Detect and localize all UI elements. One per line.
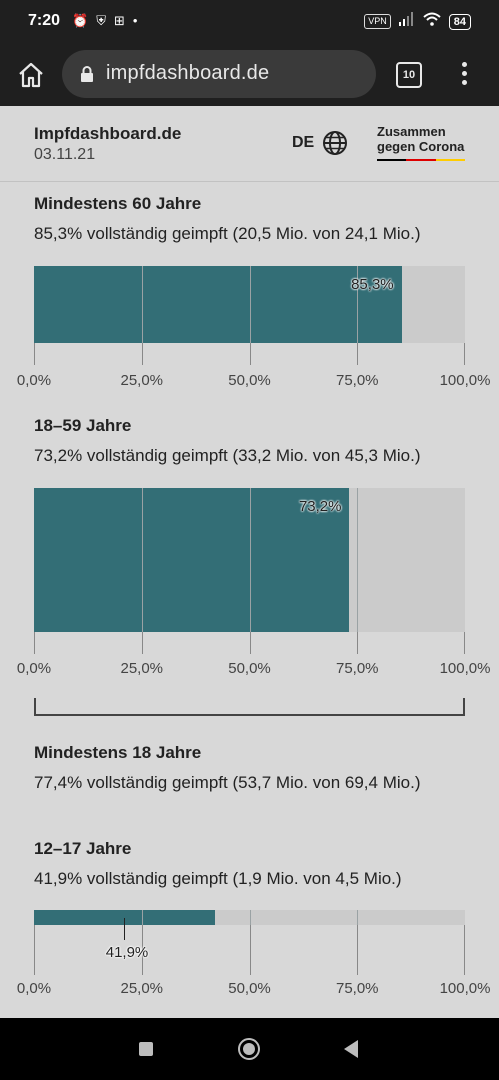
gridline	[357, 488, 359, 632]
section-title-18plus: Mindestens 18 Jahre	[34, 743, 202, 762]
dot-icon: •	[132, 13, 138, 28]
axis-tick	[141, 632, 143, 654]
home-icon	[19, 62, 43, 88]
section-subtitle-18plus: 77,4% vollständig geimpft (53,7 Mio. von…	[34, 773, 421, 792]
bar-track-60plus	[34, 266, 465, 343]
status-notification-icons: ⏰ ⛨ ⊞ •	[72, 12, 137, 30]
gridline	[357, 910, 359, 925]
alarm-icon: ⏰	[72, 13, 89, 28]
home-button[interactable]	[16, 60, 46, 90]
tab-switcher-button[interactable]: 10	[396, 62, 422, 88]
tick-label: 25,0%	[120, 372, 164, 389]
tick-label: 100,0%	[439, 372, 491, 389]
vpn-badge: VPN	[364, 14, 391, 29]
tick-label: 0,0%	[16, 660, 52, 677]
tick-label: 75,0%	[335, 660, 379, 677]
axis-tick	[357, 632, 359, 654]
group-bracket	[34, 698, 465, 716]
axis-tick	[141, 925, 143, 975]
wifi-icon	[423, 12, 441, 31]
axis-tick	[34, 632, 35, 654]
tick-label: 100,0%	[439, 980, 491, 997]
tick-label: 0,0%	[16, 372, 52, 389]
signal-icon	[398, 12, 415, 31]
axis-tick	[357, 925, 359, 975]
gridline	[357, 266, 359, 343]
axis-tick	[464, 925, 465, 975]
site-date: 03.11.21	[34, 146, 96, 163]
home-nav-button[interactable]	[238, 1038, 260, 1060]
bar-chart-18-59: 0,0% 25,0% 50,0% 75,0% 100,0% 73,2%	[17, 488, 490, 684]
data-label-60plus: 85,3%	[351, 276, 394, 293]
windows-icon: ⊞	[113, 13, 125, 28]
gridline	[249, 266, 251, 343]
status-time: 7:20	[28, 12, 61, 29]
gridline	[249, 488, 251, 632]
tick-label: 50,0%	[228, 660, 271, 677]
tick-label: 50,0%	[228, 372, 271, 389]
bar-chart-60plus: 0,0% 25,0% 50,0% 75,0% 100,0% 85,3%	[17, 266, 490, 396]
gridline	[141, 910, 143, 925]
gridline	[141, 488, 143, 632]
bar-18-59	[34, 488, 350, 632]
gridline	[249, 910, 251, 925]
axis-tick	[249, 632, 251, 654]
site-header: Impfdashboard.de 03.11.21 DE Zusammen ge…	[0, 106, 499, 182]
data-label-12-17: 41,9%	[105, 944, 149, 961]
address-bar[interactable]: impfdashboard.de	[62, 50, 376, 98]
recents-button[interactable]	[139, 1042, 153, 1056]
axis-tick	[249, 925, 251, 975]
axis-tick	[249, 343, 251, 365]
system-nav-bar	[0, 1018, 499, 1080]
site-title[interactable]: Impfdashboard.de	[34, 124, 182, 143]
section-subtitle-60plus: 85,3% vollständig geimpft (20,5 Mio. von…	[34, 224, 421, 243]
back-button[interactable]	[344, 1040, 358, 1058]
language-label[interactable]: DE	[292, 134, 315, 151]
status-system-icons: VPN 84	[364, 12, 471, 31]
campaign-logo[interactable]: Zusammen gegen Corona	[377, 124, 465, 161]
battery-indicator: 84	[448, 13, 471, 30]
bar-60plus	[34, 266, 402, 343]
tick-label: 75,0%	[335, 372, 379, 389]
logo-line-2: gegen Corona	[377, 139, 465, 154]
tick-label: 25,0%	[120, 980, 164, 997]
axis-tick	[464, 343, 465, 365]
browser-toolbar: impfdashboard.de 10	[0, 44, 499, 106]
axis-tick	[357, 343, 359, 365]
lock-icon	[81, 66, 93, 82]
overflow-menu-button[interactable]	[454, 60, 474, 90]
axis-tick	[141, 343, 143, 365]
axis-tick	[34, 343, 35, 365]
section-subtitle-12-17: 41,9% vollständig geimpft (1,9 Mio. von …	[34, 869, 402, 888]
bar-chart-12-17: 0,0% 25,0% 50,0% 75,0% 100,0% 41,9%	[17, 910, 490, 1002]
logo-line-1: Zusammen	[377, 124, 446, 139]
tick-label: 100,0%	[439, 660, 491, 677]
status-bar: 7:20 ⏰ ⛨ ⊞ • VPN 84	[0, 0, 499, 44]
tick-label: 75,0%	[335, 980, 379, 997]
url-text: impfdashboard.de	[106, 62, 270, 84]
bar-12-17	[34, 910, 215, 925]
section-title-60plus: Mindestens 60 Jahre	[34, 194, 202, 213]
axis-tick	[464, 632, 465, 654]
shield-icon: ⛨	[96, 13, 106, 28]
tick-label: 25,0%	[120, 660, 164, 677]
data-label-18-59: 73,2%	[298, 498, 342, 515]
value-marker	[124, 918, 126, 940]
globe-icon[interactable]	[322, 130, 348, 156]
tick-label: 0,0%	[16, 980, 52, 997]
gridline	[141, 266, 143, 343]
flag-stripe	[377, 159, 465, 161]
tick-label: 50,0%	[228, 980, 271, 997]
section-title-18-59: 18–59 Jahre	[34, 416, 132, 435]
axis-tick	[34, 925, 35, 975]
section-subtitle-18-59: 73,2% vollständig geimpft (33,2 Mio. von…	[34, 446, 421, 465]
section-title-12-17: 12–17 Jahre	[34, 839, 132, 858]
